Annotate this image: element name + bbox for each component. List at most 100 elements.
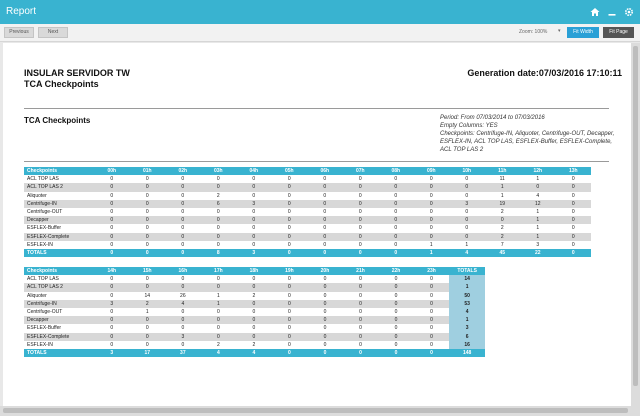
fit-page-button[interactable]: Fit Page: [603, 27, 634, 38]
table-cell: 0: [413, 191, 449, 200]
table-cell: 0: [307, 283, 343, 292]
home-icon[interactable]: [587, 4, 603, 20]
row-total-cell: 3: [449, 324, 485, 333]
row-label: Decapper: [24, 216, 94, 225]
table-cell: 0: [271, 316, 308, 325]
row-label: ESFLEX-Buffer: [24, 324, 94, 333]
table-cell: 0: [307, 307, 343, 317]
table-cell: 0: [307, 275, 343, 284]
row-label: ESFLEX-Complete: [24, 332, 94, 341]
table-cell: 0: [378, 332, 414, 341]
table-cell: 0: [200, 175, 236, 184]
table-cell: 0: [413, 324, 450, 333]
table-cell: 0: [271, 340, 308, 349]
table-cell: 0: [129, 224, 165, 233]
window-titlebar: Report: [0, 0, 640, 24]
table-cell: 0: [378, 199, 414, 208]
table-cell: 0: [236, 207, 272, 217]
table-cell: 0: [236, 191, 272, 200]
totals-cell: 1: [413, 248, 449, 258]
table-cell: 0: [200, 307, 237, 317]
table-cell: 0: [129, 183, 165, 192]
table-cell: 0: [129, 275, 166, 284]
table-cell: 0: [413, 216, 449, 225]
table-cell: 0: [484, 216, 520, 225]
table-cell: 0: [271, 232, 307, 241]
totals-cell: 4: [449, 248, 485, 258]
hour-column-header: 18h: [236, 267, 272, 276]
table-cell: 0: [165, 232, 201, 241]
totals-label: TOTALS: [24, 248, 94, 258]
table-cell: 2: [484, 224, 520, 233]
table-row: ACL TOP LAS 0 0 0 0 0 0 0 0 0 0 14: [24, 275, 485, 284]
table-cell: 0: [413, 316, 450, 325]
table-cell: 0: [129, 340, 166, 349]
table-cell: 0: [378, 340, 414, 349]
table-cell: 0: [449, 232, 485, 241]
table-cell: 0: [236, 299, 272, 308]
hour-column-header: 17h: [200, 267, 237, 276]
table-cell: 0: [413, 199, 449, 208]
section-divider: [24, 161, 609, 162]
table-cell: 1: [200, 299, 237, 308]
table-cell: 0: [342, 275, 379, 284]
next-button[interactable]: Next: [38, 27, 68, 38]
table-row: ESFLEX-Complete 0 0 0 0 0 0 0 0 0 0 0 2 1 0: [24, 232, 591, 241]
totals-cell: 0: [271, 348, 308, 358]
table-cell: 0: [236, 324, 272, 333]
row-label: Aliquoter: [24, 291, 94, 300]
table-cell: 0: [449, 191, 485, 200]
table-cell: 0: [200, 316, 237, 325]
table-header-row: Checkpoints 14h 15h 16h 17h 18h 19h 20h 21h 22h 23…: [24, 267, 485, 276]
table-cell: 0: [165, 240, 201, 249]
table-cell: 0: [413, 283, 450, 292]
row-total-cell: 16: [449, 340, 485, 349]
table-cell: 2: [236, 291, 272, 300]
table-cell: 0: [342, 232, 378, 241]
hour-column-header: 11h: [484, 167, 520, 176]
table-cell: 0: [94, 207, 130, 217]
column-header: Checkpoints: [24, 267, 94, 276]
table-cell: 0: [94, 232, 130, 241]
table-cell: 0: [200, 207, 236, 217]
table-cell: 0: [271, 332, 308, 341]
row-label: ESFLEX-Complete: [24, 232, 94, 241]
table-cell: 0: [271, 291, 308, 300]
previous-button[interactable]: Previous: [4, 27, 34, 38]
settings-icon[interactable]: [621, 4, 637, 20]
period-text: Period: From 07/03/2014 to 07/03/2016: [440, 115, 545, 121]
chevron-down-icon[interactable]: ▾: [558, 28, 561, 34]
row-total-cell: 50: [449, 291, 485, 300]
table-cell: 0: [94, 324, 130, 333]
table-cell: 2: [200, 340, 237, 349]
table-cell: 0: [94, 307, 130, 317]
table-cell: 1: [449, 240, 485, 249]
table-cell: 0: [307, 191, 343, 200]
table-row: Centrifuge-IN 0 0 0 6 3 0 0 0 0 0 3 19 12 0: [24, 199, 591, 208]
table-cell: 0: [129, 199, 165, 208]
table-cell: 0: [342, 207, 378, 217]
table-cell: 0: [378, 299, 414, 308]
table-row: ESFLEX-IN 0 0 0 0 0 0 0 0 0 1 1 7 3 0: [24, 240, 591, 249]
vertical-scrollbar-thumb[interactable]: [633, 46, 638, 386]
table-cell: 0: [94, 175, 130, 184]
table-cell: 19: [484, 199, 520, 208]
horizontal-scrollbar-thumb[interactable]: [3, 408, 628, 413]
table-row: ESFLEX-IN 0 0 0 2 2 0 0 0 0 0 16: [24, 340, 485, 349]
table-cell: 0: [94, 191, 130, 200]
table-cell: 0: [307, 291, 343, 300]
zoom-select[interactable]: Zoom: 100%: [519, 29, 548, 35]
table-row: Centrifuge-IN 3 2 4 1 0 0 0 0 0 0 53: [24, 299, 485, 308]
totals-column-header: TOTALS: [449, 267, 485, 276]
table-cell: 0: [236, 283, 272, 292]
table-row: Decapper 0 0 0 0 0 0 0 0 0 0 0 0 1 0: [24, 216, 591, 225]
table-cell: 0: [307, 340, 343, 349]
fit-width-button[interactable]: Fit Width: [567, 27, 599, 38]
table-cell: 0: [342, 299, 379, 308]
minimize-icon[interactable]: [604, 4, 620, 20]
table-cell: 0: [94, 332, 130, 341]
table-cell: 0: [378, 291, 414, 300]
table-cell: 0: [342, 324, 379, 333]
checkpoints-table-1: Checkpoints 00h 01h 02h 03h 04h 05h 06h 07h 08h 09…: [24, 167, 591, 258]
